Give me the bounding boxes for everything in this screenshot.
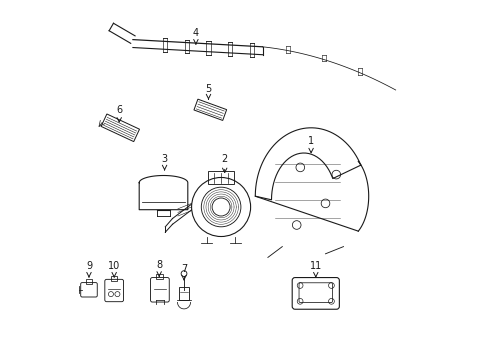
Bar: [156, 274, 163, 279]
Text: 11: 11: [309, 261, 321, 277]
Text: 6: 6: [116, 105, 122, 122]
Text: 2: 2: [221, 154, 227, 172]
Text: 3: 3: [161, 154, 167, 170]
Bar: [111, 276, 117, 281]
Text: 10: 10: [108, 261, 120, 277]
Text: 5: 5: [205, 84, 211, 99]
Text: 8: 8: [156, 260, 162, 276]
Bar: [86, 279, 92, 284]
Text: 7: 7: [181, 264, 187, 280]
Text: 9: 9: [86, 261, 92, 277]
Text: 1: 1: [307, 136, 313, 153]
Text: 4: 4: [192, 28, 199, 44]
Bar: [179, 287, 189, 300]
